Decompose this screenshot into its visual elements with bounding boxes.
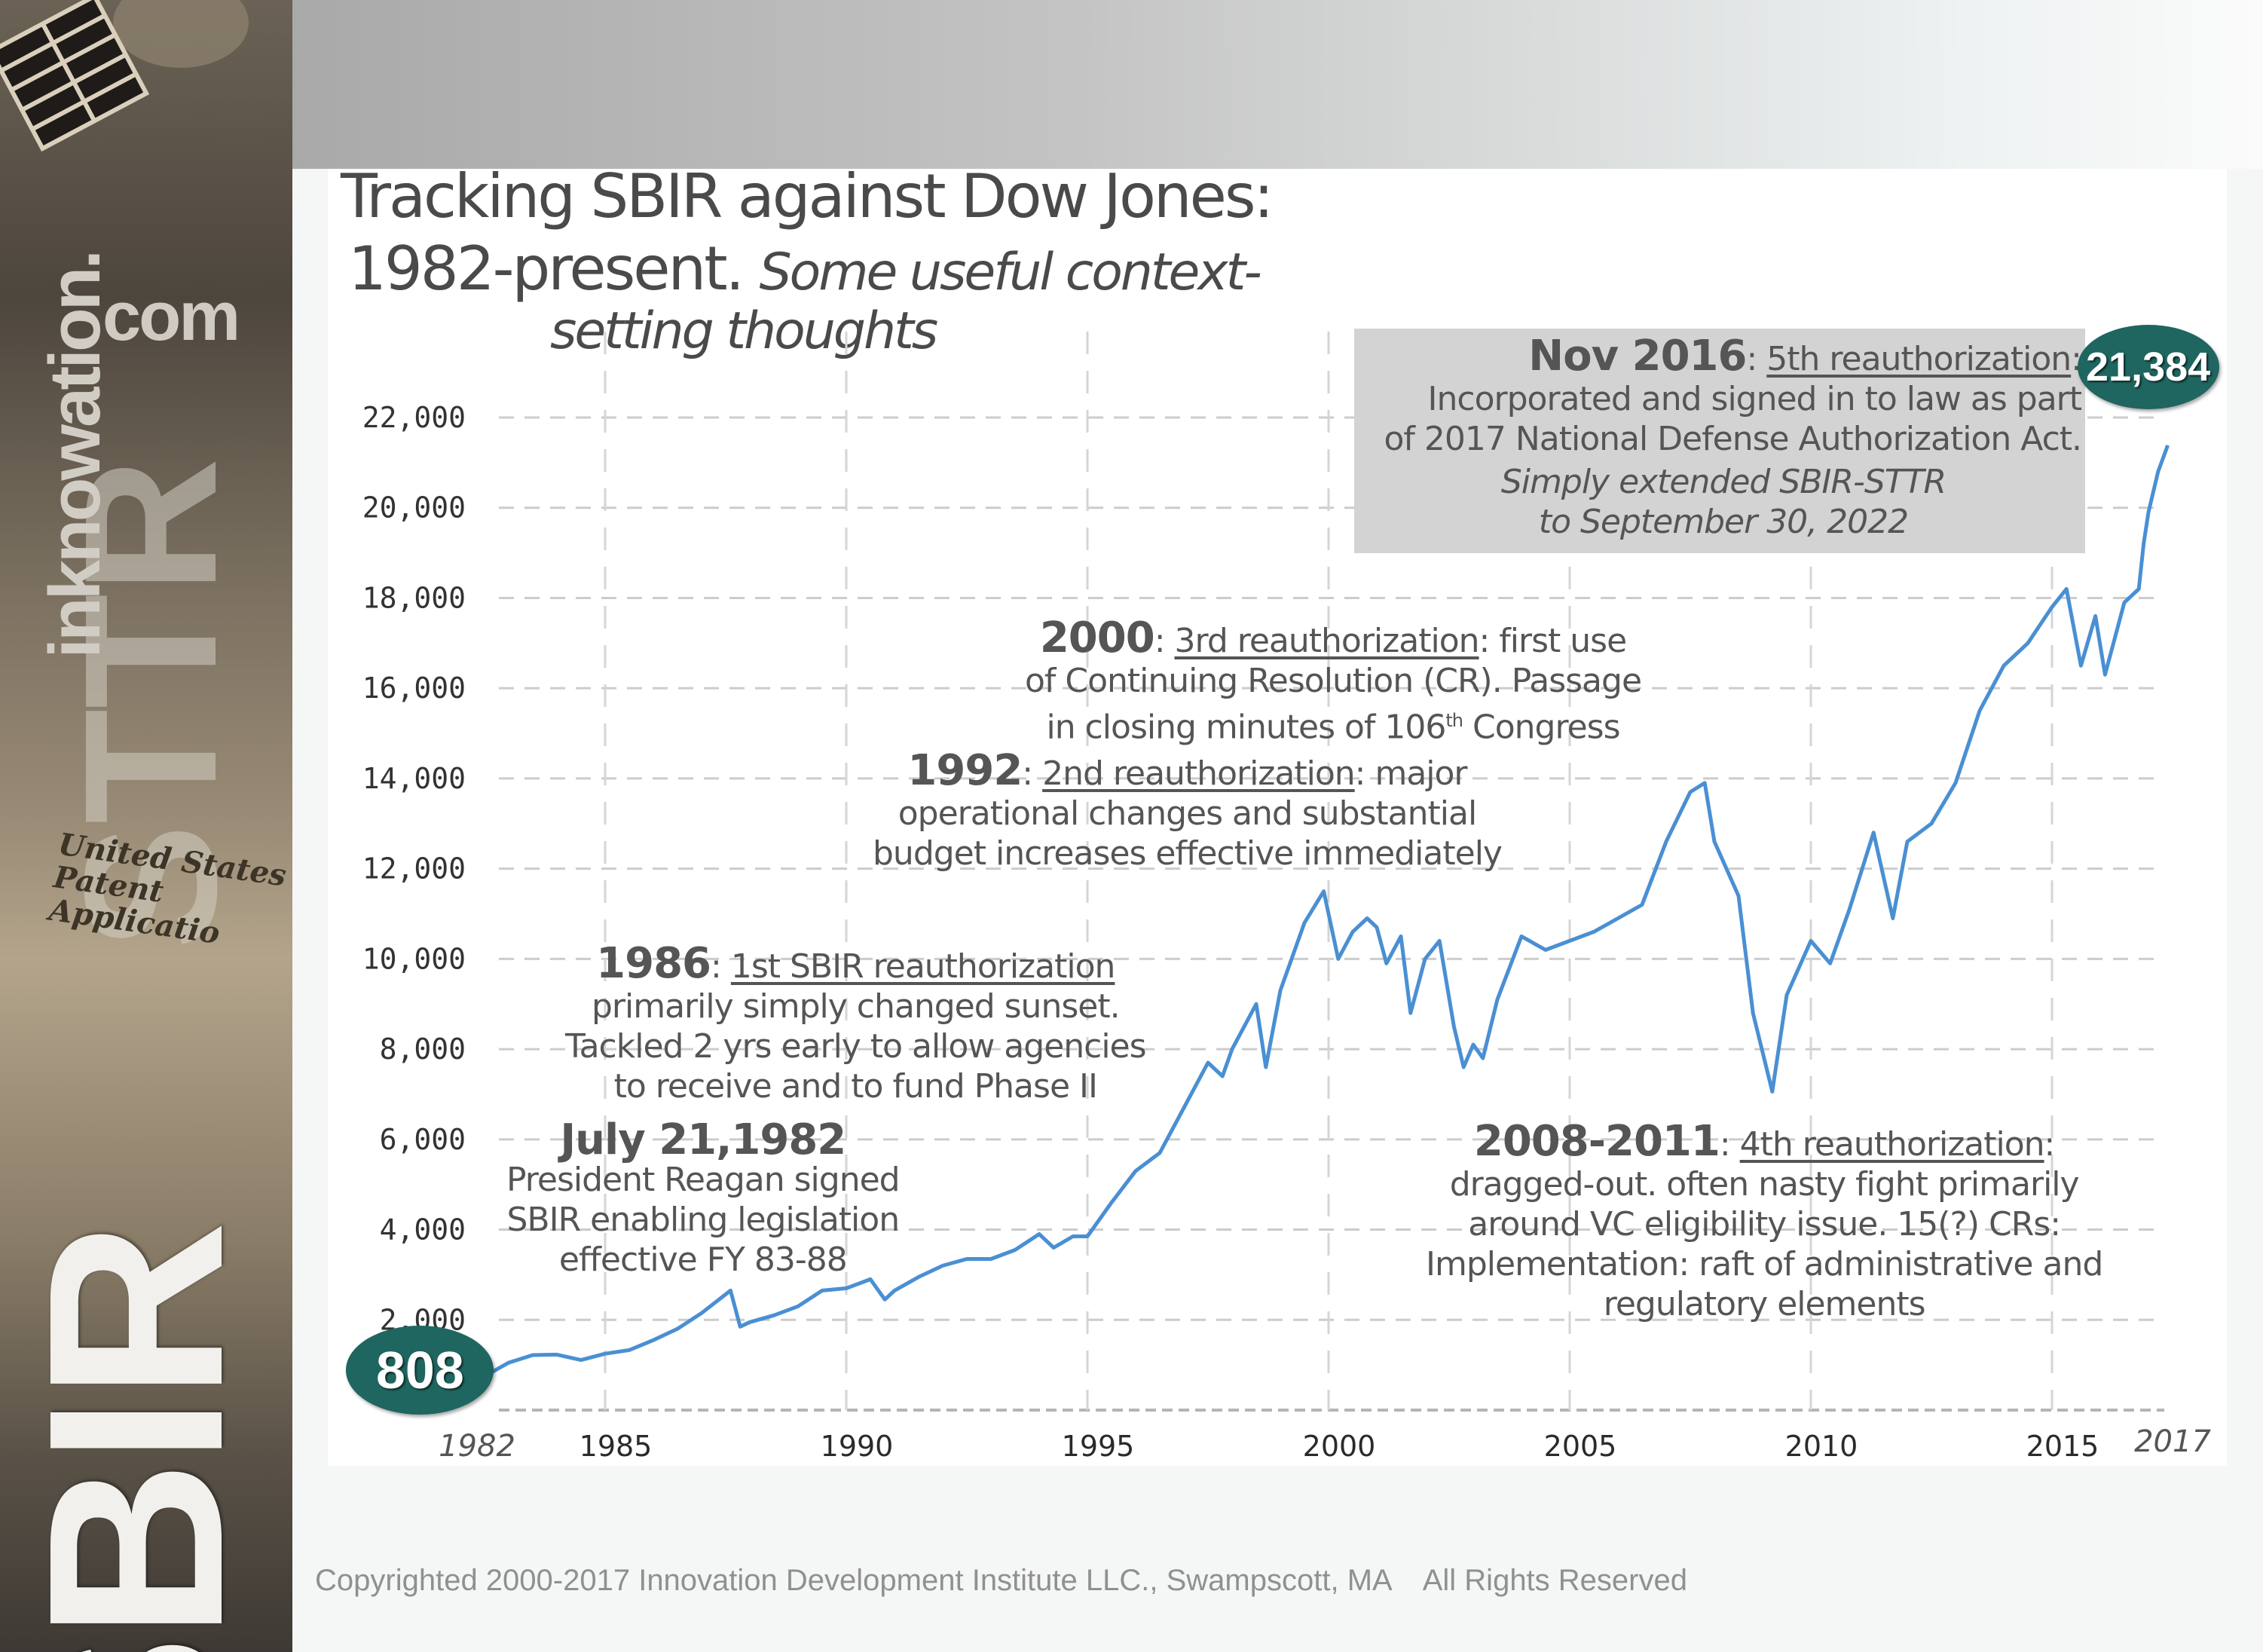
annotation-separator: : (1719, 1125, 1740, 1164)
annotation-separator: : (1154, 622, 1175, 660)
annotation-2016-heading: Nov 2016 (1528, 332, 1747, 381)
x-tick-label: 1985 (580, 1430, 653, 1463)
annotation-2008-line: regulatory elements (1603, 1285, 1926, 1323)
annotation-1982-line: President Reagan signed (506, 1161, 901, 1199)
annotation-2008-line: Implementation: raft of administrative a… (1426, 1245, 2103, 1283)
annotation-2016-line: of 2017 National Defense Authorization A… (1384, 420, 2082, 458)
annotation-1982-line: SBIR enabling legislation (506, 1201, 900, 1239)
y-tick-label: 22,000 (362, 401, 466, 434)
annotation-2000-heading: 2000 (1039, 613, 1155, 662)
annotation-2008-title: 4th reauthorization (1739, 1125, 2045, 1164)
y-tick-label: 14,000 (362, 762, 466, 795)
annotation-1986-line: Tackled 2 yrs early to allow agencies (565, 1027, 1147, 1066)
y-axis-ticks: 2,0004,0006,0008,00010,00012,00014,00016… (362, 401, 466, 1336)
annotation-2000-superscript: th (1445, 710, 1463, 731)
title-subtitle: Some useful context- (759, 243, 1261, 302)
annotation-2000-text: Congress (1463, 708, 1621, 747)
annotation-2000-line: of Continuing Resolution (CR). Passage (1025, 662, 1642, 700)
x-tick-label: 2005 (1544, 1430, 1617, 1463)
annotation-2000-title: 3rd reauthorization (1174, 622, 1480, 660)
x-axis-ticks: 1985 1990 1995 2000 2005 2010 2015 1982 2017 (439, 1424, 2211, 1464)
y-tick-label: 18,000 (362, 581, 466, 614)
annotation-1992-line: budget increases effective immediately (873, 834, 1503, 873)
annotation-1982-line: effective FY 83-88 (558, 1241, 848, 1279)
annotation-2016: Nov 2016: 5th reauthorization: Incorpora… (1365, 335, 2082, 542)
annotation-separator: : (1746, 340, 1767, 378)
annotation-2000: 2000: 3rd reauthorization: first use of … (1025, 617, 1642, 748)
brand-sidebar: com STTR inknowation. United States Pate… (0, 0, 292, 1652)
annotation-tail: : major (1354, 754, 1468, 793)
brand-com: com (102, 278, 240, 355)
title-line-1: Tracking SBIR against Dow Jones: (341, 161, 1274, 231)
footer-copyright: Copyrighted 2000-2017 Innovation Develop… (315, 1564, 1687, 1597)
x-start-label: 1982 (439, 1429, 515, 1464)
annotation-1992-heading: 1992 (907, 746, 1023, 795)
x-end-label: 2017 (2134, 1424, 2211, 1459)
x-tick-label: 2015 (2026, 1430, 2099, 1463)
annotation-tail: : first use (1479, 622, 1628, 660)
annotation-1986-heading: 1986 (596, 939, 711, 988)
annotation-1992: 1992: 2nd reauthorization: major operati… (873, 750, 1503, 873)
x-tick-label: 2000 (1303, 1430, 1376, 1463)
x-tick-label: 1995 (1062, 1430, 1135, 1463)
annotation-1986-title: 1st SBIR reauthorization (730, 947, 1116, 986)
annotation-1982-heading: July 21,1982 (560, 1115, 846, 1164)
dow-jones-line (488, 445, 2170, 1375)
annotation-2000-text: in closing minutes of 106 (1046, 708, 1447, 747)
annotation-separator: : (1022, 754, 1043, 793)
y-tick-label: 12,000 (362, 852, 466, 886)
annotation-2008-line: dragged-out. often nasty fight primarily (1449, 1165, 2080, 1204)
annotation-1982: July 21,1982 President Reagan signed SBI… (506, 1115, 901, 1280)
title-line-2: 1982-present. Some useful context- (348, 234, 1262, 304)
x-tick-label: 1990 (821, 1430, 894, 1463)
title-line-3: setting thoughts (550, 301, 938, 361)
y-tick-label: 16,000 (362, 672, 466, 705)
annotation-2000-line: in closing minutes of 106th Congress (1025, 701, 1641, 748)
y-tick-label: 10,000 (362, 942, 466, 975)
annotation-2008-heading: 2008-2011 (1473, 1117, 1720, 1166)
annotation-2016-line: Incorporated and signed in to law as par… (1427, 380, 2082, 418)
y-tick-label: 20,000 (362, 491, 466, 525)
x-tick-label: 2010 (1785, 1430, 1858, 1463)
end-value-badge: 21,384 (2077, 324, 2219, 409)
annotation-2016-box (1354, 329, 2085, 553)
annotation-2008: 2008-2011: 4th reauthorization: dragged-… (1426, 1121, 2103, 1324)
annotation-2016-title: 5th reauthorization (1766, 340, 2072, 378)
annotation-separator: : (711, 947, 731, 986)
annotation-tail: : (2044, 1125, 2056, 1164)
annotation-1992-title: 2nd reauthorization (1042, 754, 1356, 793)
annotation-1986: 1986: 1st SBIR reauthorization primarily… (565, 943, 1147, 1106)
annotation-2016-line: Simply extended SBIR-STTR (1500, 463, 1946, 501)
title-years: 1982-present. (348, 234, 745, 304)
annotation-2008-line: around VC eligibility issue. 15(?) CRs: (1468, 1205, 2061, 1244)
y-tick-label: 6,000 (380, 1123, 466, 1156)
header-band (292, 0, 2263, 169)
annotation-1992-line: operational changes and substantial (898, 794, 1477, 833)
grid (499, 332, 2164, 1412)
start-value-badge: 808 (346, 1325, 494, 1415)
annotation-2016-line: to September 30, 2022 (1538, 503, 1909, 541)
y-tick-label: 8,000 (380, 1032, 466, 1066)
y-tick-label: 4,000 (380, 1213, 466, 1247)
annotation-1986-line: primarily simply changed sunset. (591, 987, 1121, 1026)
annotation-1986-line: to receive and to fund Phase II (613, 1067, 1098, 1106)
